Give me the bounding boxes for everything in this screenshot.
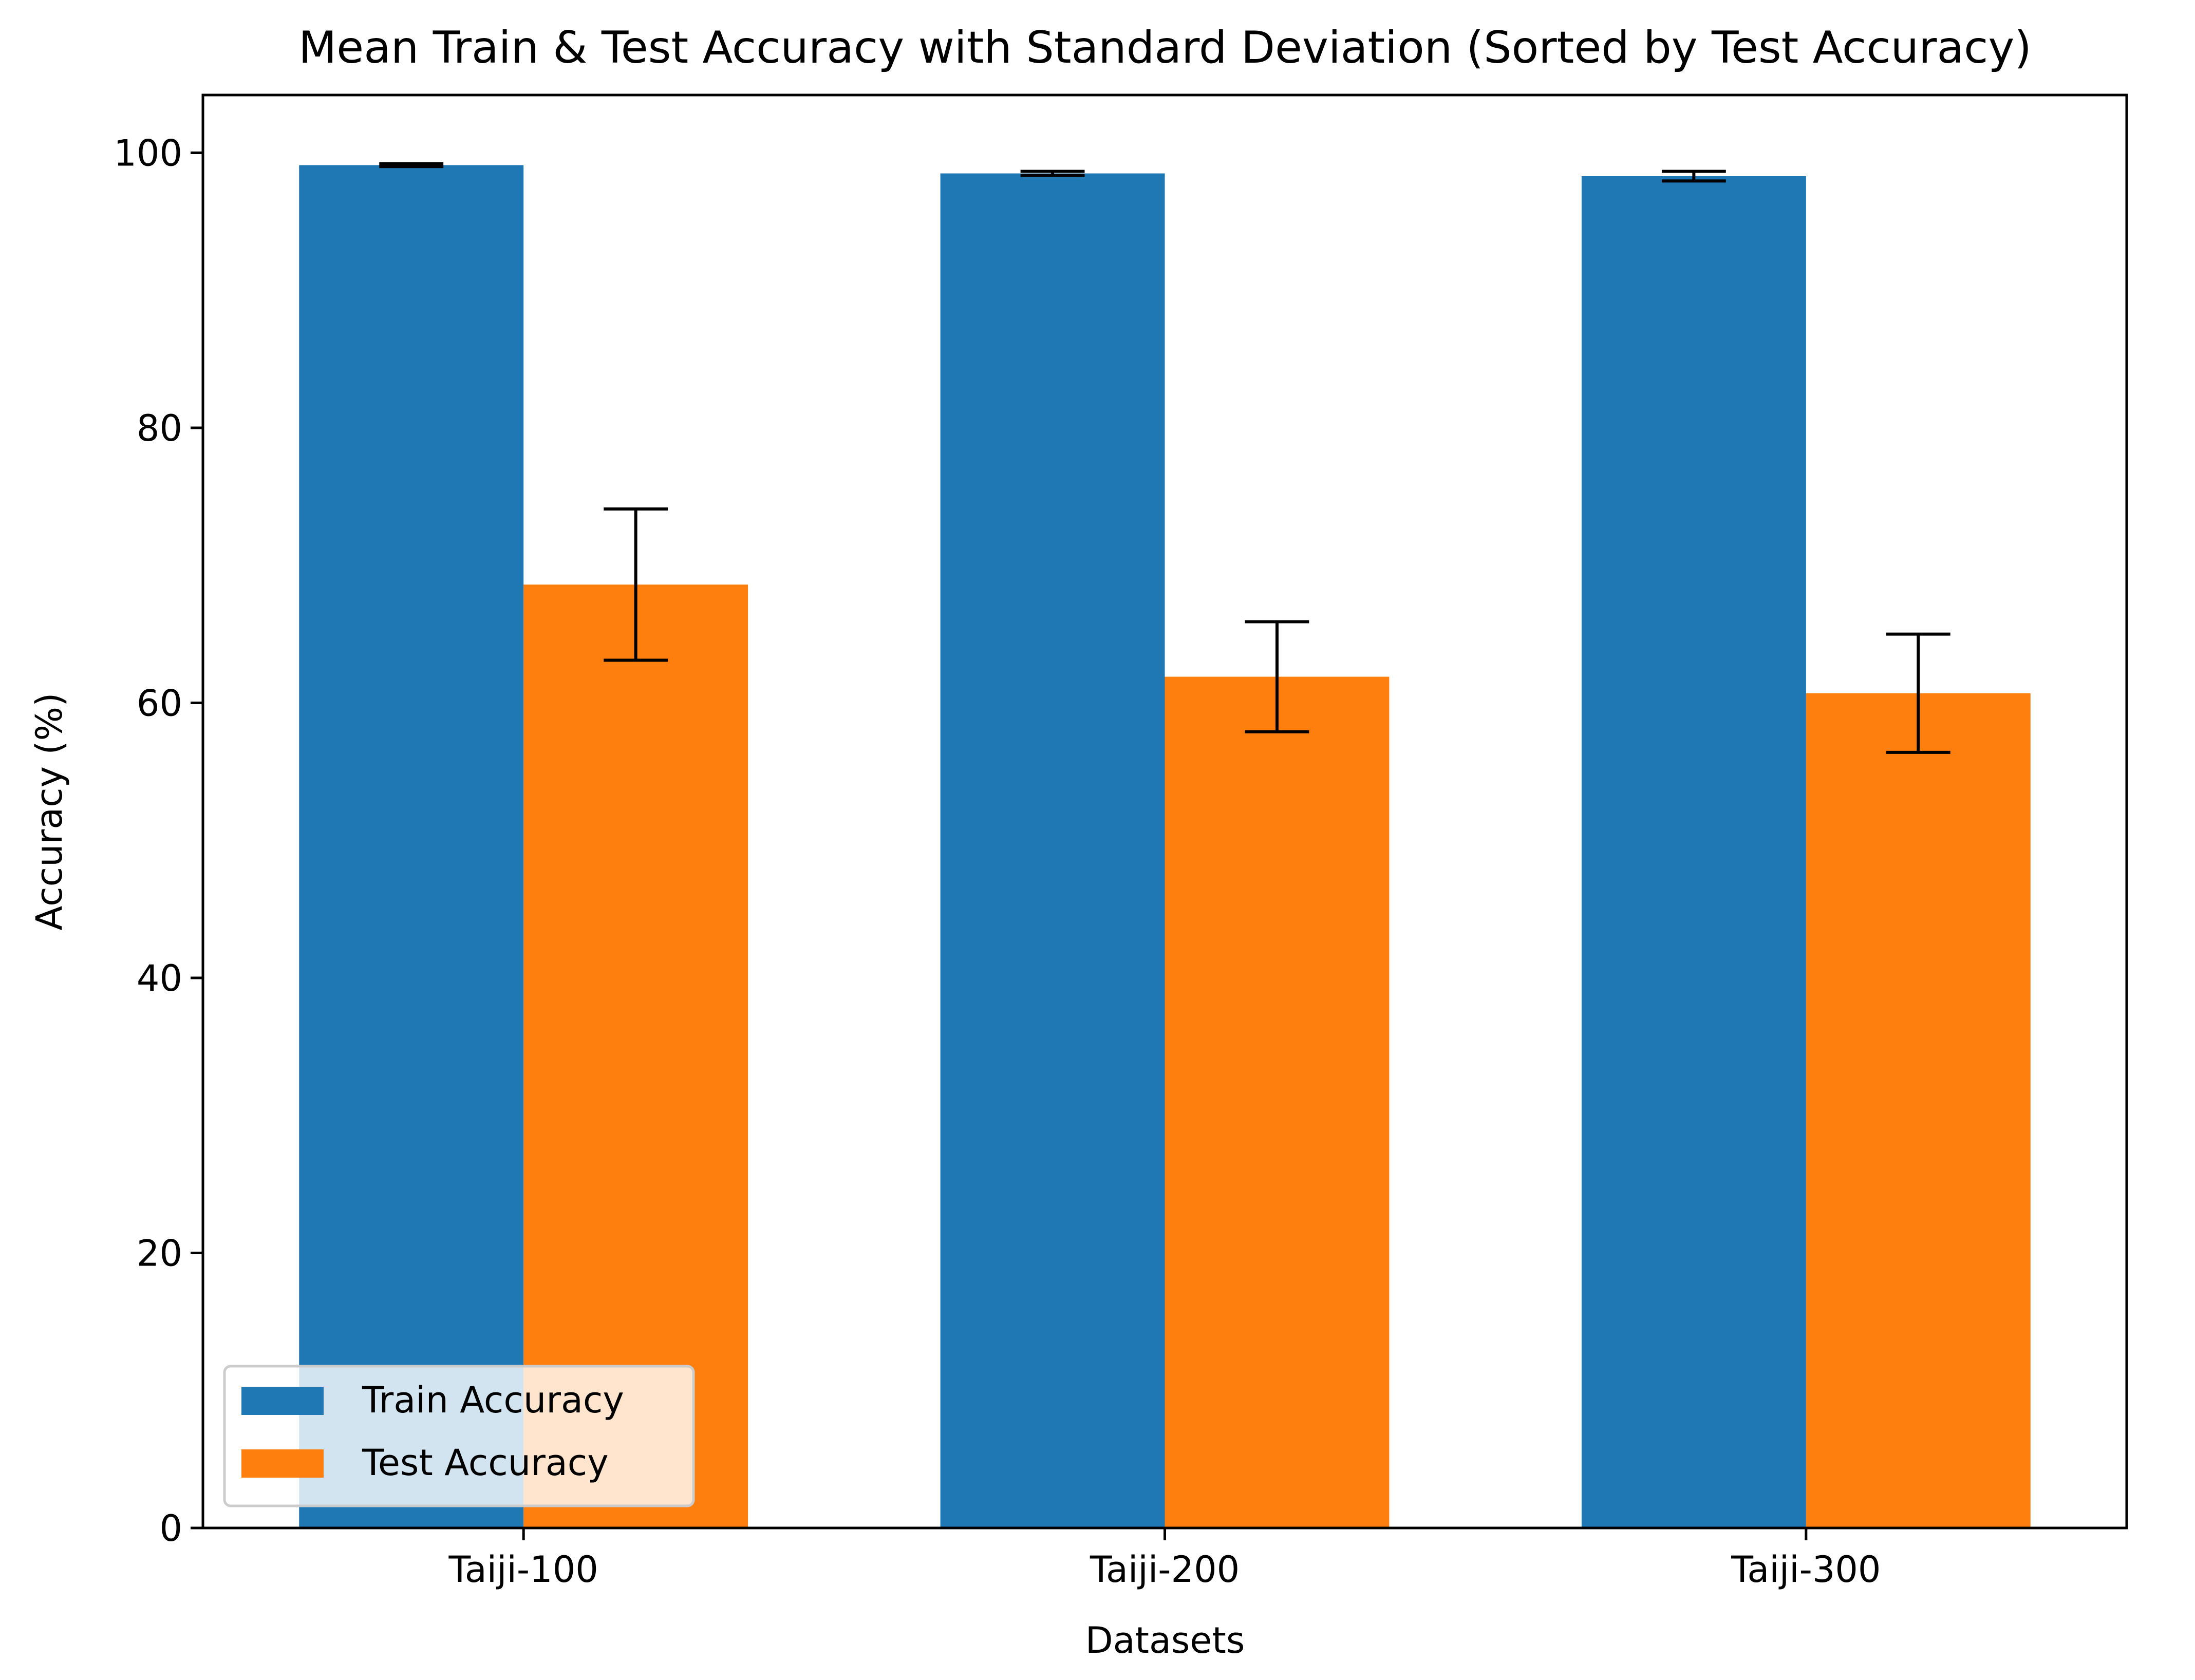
bar-train-taiji-200	[940, 173, 1165, 1528]
x-axis-label: Datasets	[1085, 1619, 1245, 1662]
legend-label: Test Accuracy	[362, 1442, 609, 1484]
y-tick-label: 20	[137, 1232, 182, 1274]
y-tick-label: 40	[137, 957, 182, 999]
bar-train-taiji-100	[299, 165, 524, 1528]
y-tick-label: 80	[137, 407, 182, 449]
legend: Train Accuracy Test Accuracy	[223, 1365, 695, 1507]
chart-title: Mean Train & Test Accuracy with Standard…	[298, 22, 2032, 73]
error-bars-layer	[379, 162, 1950, 754]
legend-swatch	[241, 1449, 324, 1478]
x-tick-label: Taiji-100	[448, 1549, 598, 1591]
legend-swatch	[241, 1387, 324, 1415]
x-axis: Taiji-100 Taiji-200 Taiji-300	[448, 1528, 1881, 1591]
y-axis-label: Accuracy (%)	[28, 693, 70, 931]
x-tick-label: Taiji-300	[1731, 1549, 1881, 1591]
bar-test-taiji-200	[1165, 676, 1390, 1528]
y-tick-label: 100	[114, 132, 182, 174]
legend-label: Train Accuracy	[362, 1379, 624, 1421]
bar-train-taiji-300	[1581, 176, 1806, 1528]
y-axis: 0 20 40 60 80 100	[114, 132, 203, 1550]
y-tick-label: 0	[159, 1507, 182, 1550]
bar-test-taiji-300	[1806, 693, 2031, 1528]
y-tick-label: 60	[137, 682, 182, 724]
legend-box	[223, 1365, 695, 1507]
x-tick-label: Taiji-200	[1090, 1549, 1240, 1591]
